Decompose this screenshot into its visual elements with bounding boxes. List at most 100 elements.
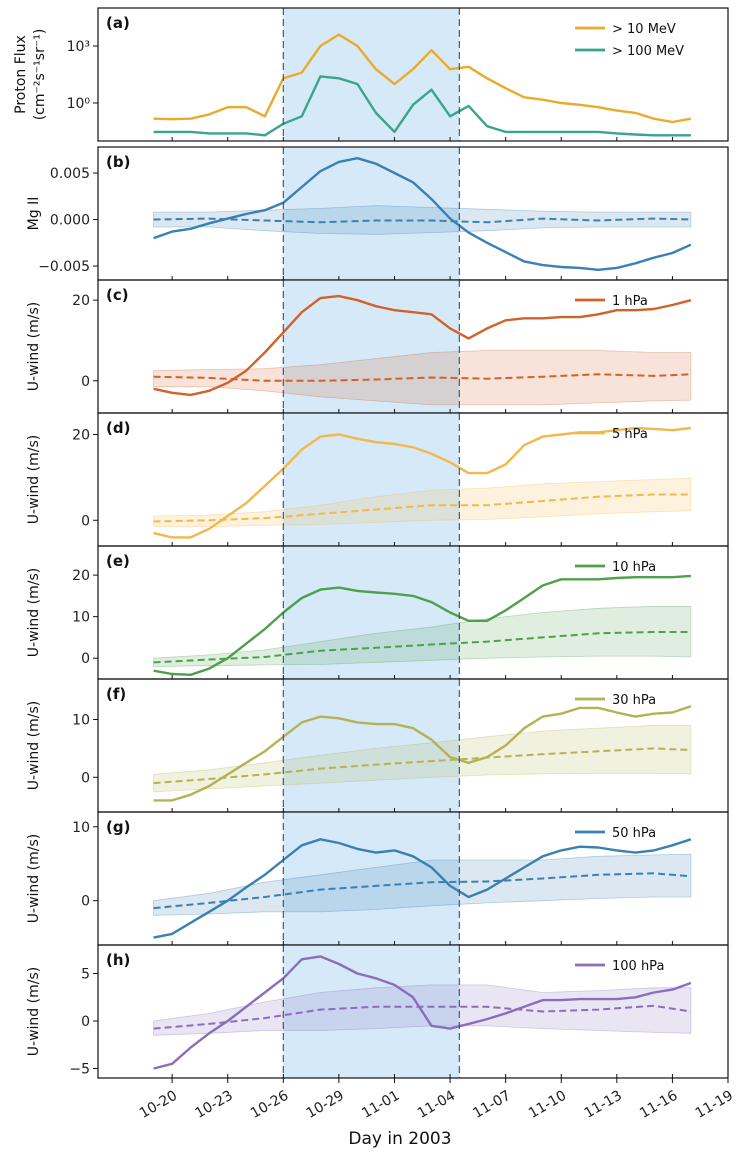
y-tick-label: 20	[72, 293, 90, 309]
x-tick-label: 11-19	[693, 1088, 736, 1122]
panel-f: 0 10 (f) U-wind (m/s) 30 hPa	[26, 678, 729, 813]
x-tick-label: 11-10	[526, 1088, 569, 1122]
confidence-band-f	[153, 724, 692, 793]
y-axis-label: U-wind (m/s)	[26, 701, 42, 790]
panel-data	[153, 574, 692, 676]
legend-label: 5 hPa	[612, 427, 648, 442]
series-line-b-1	[153, 217, 691, 224]
event-shading	[283, 280, 460, 413]
series-line-c-1	[153, 373, 691, 382]
y-tick-label: 10	[72, 712, 90, 728]
x-tick-label: 11-16	[637, 1088, 680, 1122]
y-tick-label: 0.000	[50, 213, 90, 229]
series-line-d-1	[153, 493, 691, 523]
panel-e: 0 10 20 (e) U-wind (m/s) 10 hPa	[26, 545, 729, 680]
panel-data	[153, 33, 692, 137]
panel-a: 10⁰ 10³ (a) Proton Flux (cm⁻²s⁻¹sr⁻¹) > 10 Me…	[13, 7, 729, 142]
series-line-e-0	[153, 574, 691, 676]
panel-g: 0 10 (g) U-wind (m/s) 50 hPa	[26, 811, 729, 946]
panel-h: −5 0 5 (h) U-wind (m/s) 100 hPa	[26, 944, 729, 1079]
x-tick-label: 11-01	[359, 1088, 402, 1122]
panel-label: (h)	[106, 951, 130, 969]
x-tick-label: 11-04	[415, 1088, 458, 1122]
x-tick-label: 10-23	[192, 1088, 235, 1122]
legend-label: 100 hPa	[612, 959, 664, 974]
legend-label: 50 hPa	[612, 826, 656, 841]
panel-data	[153, 838, 692, 939]
event-shading	[283, 8, 460, 141]
series-line-a-1	[153, 75, 691, 137]
confidence-band-g	[153, 853, 692, 916]
panel-c: 0 20 (c) U-wind (m/s) 1 hPa	[26, 279, 729, 414]
series-line-h-1	[153, 1004, 692, 1030]
y-axis-label: U-wind (m/s)	[26, 568, 42, 657]
series-line-h-0	[153, 955, 692, 1070]
series-line-c-0	[153, 294, 692, 397]
confidence-band-e	[153, 605, 692, 667]
y-axis-label: Mg II	[26, 197, 42, 231]
y-tick-label: 20	[72, 427, 90, 443]
x-tick-label: 10-26	[248, 1088, 291, 1122]
y-tick-label: −0.005	[38, 259, 90, 275]
y-tick-label: 10	[72, 610, 90, 626]
y-tick-label: 10³	[67, 39, 90, 55]
y-tick-label: 0	[81, 1014, 90, 1030]
x-tick-label: 10-20	[137, 1088, 180, 1122]
panel-label: (e)	[106, 552, 130, 570]
legend-label: 10 hPa	[612, 560, 656, 575]
event-shading	[283, 413, 460, 546]
panel-d: 0 20 (d) U-wind (m/s) 5 hPa	[26, 412, 729, 547]
panel-frame	[97, 7, 729, 142]
panel-data	[153, 294, 692, 406]
panel-data	[153, 157, 692, 271]
series-line-g-1	[153, 872, 691, 910]
x-tick-label: 11-13	[582, 1088, 625, 1122]
y-axis-label: U-wind (m/s)	[26, 302, 42, 391]
panel-label: (b)	[106, 153, 130, 171]
y-axis-label: Proton Flux	[13, 35, 29, 114]
panel-b: −0.005 0.000 0.005 (b) Mg II	[26, 146, 729, 281]
event-shading	[283, 147, 460, 280]
y-axis-label: U-wind (m/s)	[26, 834, 42, 923]
y-tick-label: 5	[81, 967, 90, 983]
panel-label: (c)	[106, 286, 129, 304]
panel-label: (a)	[106, 14, 130, 32]
y-tick-label: 0.005	[50, 166, 90, 182]
event-shading	[283, 812, 460, 945]
y-axis-units: (cm⁻²s⁻¹sr⁻¹)	[32, 29, 48, 121]
legend-label: 30 hPa	[612, 693, 656, 708]
y-tick-label: 20	[72, 568, 90, 584]
series-line-f-0	[153, 705, 692, 802]
y-tick-label: 10⁰	[67, 96, 91, 112]
legend-label: > 100 MeV	[612, 44, 684, 59]
panel-label: (g)	[106, 818, 130, 836]
y-tick-label: 0	[81, 374, 90, 390]
series-line-f-1	[153, 747, 691, 785]
legend-label: 1 hPa	[612, 294, 648, 309]
x-axis-title: Day in 2003	[348, 1129, 451, 1149]
confidence-band-h	[153, 984, 692, 1036]
x-tick-label: 11-07	[470, 1088, 513, 1122]
panel-label: (f)	[106, 685, 126, 703]
legend-label: > 10 MeV	[612, 22, 676, 37]
event-shading	[283, 546, 460, 679]
series-line-g-0	[153, 838, 692, 939]
y-axis-label: U-wind (m/s)	[26, 967, 42, 1056]
panel-frame	[97, 944, 729, 1079]
confidence-band-d	[153, 477, 692, 528]
y-tick-label: 0	[81, 651, 90, 667]
x-tick-label: 10-29	[304, 1088, 347, 1122]
panel-label: (d)	[106, 419, 130, 437]
y-axis-label: U-wind (m/s)	[26, 435, 42, 524]
series-line-b-0	[153, 157, 692, 271]
y-tick-label: −5	[69, 1062, 90, 1078]
event-shading	[283, 679, 460, 812]
series-line-e-1	[153, 631, 691, 664]
y-tick-label: 0	[81, 513, 90, 529]
y-tick-label: 10	[72, 820, 90, 836]
y-tick-label: 0	[81, 770, 90, 786]
series-line-a-0	[153, 33, 692, 124]
y-tick-label: 0	[81, 894, 90, 910]
panel-data	[153, 705, 692, 802]
